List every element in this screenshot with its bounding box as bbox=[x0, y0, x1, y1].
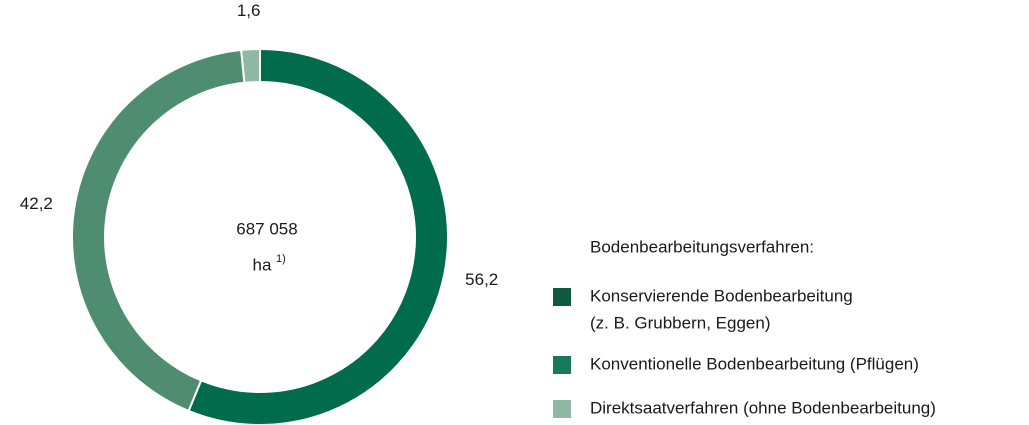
value-label: 42,2 bbox=[20, 194, 53, 213]
legend-label: Konservierende Bodenbearbeitung bbox=[590, 286, 853, 305]
legend-swatch bbox=[553, 288, 571, 306]
center-unit: ha bbox=[253, 255, 272, 274]
value-label: 56,2 bbox=[465, 270, 498, 289]
center-label: 687 058 bbox=[236, 219, 297, 238]
legend-swatch bbox=[553, 400, 571, 418]
center-note: 1) bbox=[276, 253, 286, 265]
legend-title: Bodenbearbeitungsverfahren: bbox=[590, 237, 814, 256]
legend-label: Direktsaatverfahren (ohne Bodenbearbeitu… bbox=[590, 398, 936, 417]
donut-segment bbox=[240, 47, 261, 84]
legend-label: Konventionelle Bodenbearbeitung (Pflügen… bbox=[590, 354, 919, 373]
donut-segment bbox=[187, 47, 449, 425]
legend-label: (z. B. Grubbern, Eggen) bbox=[590, 313, 770, 332]
legend-swatch bbox=[553, 356, 571, 374]
value-label: 1,6 bbox=[237, 1, 261, 20]
donut-segment bbox=[71, 48, 246, 413]
